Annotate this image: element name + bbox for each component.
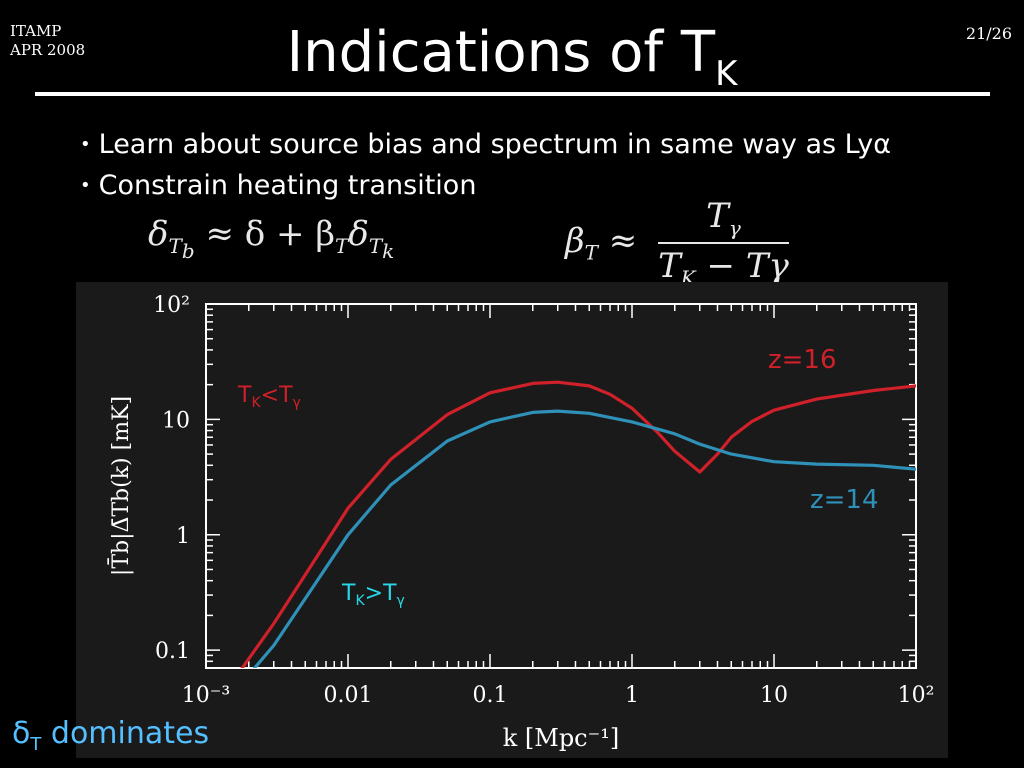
bullet-list: Learn about source bias and spectrum in … bbox=[80, 124, 891, 206]
eq2-approx: ≈ bbox=[598, 220, 638, 261]
bullet-item: Constrain heating transition bbox=[80, 165, 891, 206]
annotation-tk-greater-tgamma: TK>Tγ bbox=[341, 581, 405, 609]
annotation-z16: z=16 bbox=[768, 345, 837, 375]
x-tick-label: 10 bbox=[760, 683, 788, 708]
eq1-rhs2: δ bbox=[348, 214, 369, 254]
annotation-z14: z=14 bbox=[810, 485, 879, 515]
x-tick-label: 1 bbox=[625, 683, 639, 708]
equation-beta-t: βT ≈ Tγ TK − Tγ bbox=[565, 196, 789, 290]
y-tick-label: 10 bbox=[162, 408, 190, 433]
plot-frame bbox=[205, 303, 917, 669]
eq1-rhs: ≈ δ + β bbox=[194, 214, 335, 254]
eq2-numerator: Tγ bbox=[658, 196, 789, 244]
chart-panel: 10⁻³ 0.01 0.1 1 10 10² 0.1 1 10 10² k [Mpc⁻¹] |T̄b|… bbox=[76, 282, 948, 758]
series-group bbox=[240, 380, 916, 668]
y-axis-label: |T̄b|Δ̄Tb(k) [mK] bbox=[107, 396, 134, 576]
footer-text: dominates bbox=[41, 716, 210, 751]
venue-name: ITAMP bbox=[10, 22, 62, 40]
slide-title-subscript: K bbox=[715, 54, 738, 94]
x-tick-label: 0.1 bbox=[473, 683, 508, 708]
title-underline bbox=[35, 92, 990, 96]
eq1-rhs-sub: T bbox=[334, 233, 349, 258]
eq1-rhs2-subsub: k bbox=[382, 238, 395, 263]
eq2-denominator: TK − Tγ bbox=[658, 244, 789, 290]
page-number: 21/26 bbox=[965, 24, 1012, 43]
footer-delta-sub: T bbox=[30, 734, 42, 755]
x-tick-label: 10⁻³ bbox=[182, 683, 230, 708]
eq2-num-sub: γ bbox=[728, 215, 741, 240]
series-line-z-14 bbox=[253, 409, 916, 668]
eq2-num-t: T bbox=[706, 196, 729, 236]
eq2-beta: β bbox=[565, 220, 585, 261]
eq1-subsub: b bbox=[181, 238, 195, 263]
slide-title-main: Indications of T bbox=[286, 20, 716, 85]
eq2-fraction: Tγ TK − Tγ bbox=[658, 196, 789, 290]
eq1-sub: T bbox=[168, 233, 182, 258]
y-tick-label: 1 bbox=[176, 524, 190, 549]
power-spectrum-chart: 10⁻³ 0.01 0.1 1 10 10² 0.1 1 10 10² k [Mpc⁻¹] |T̄b|… bbox=[107, 293, 935, 752]
eq2-beta-sub: T bbox=[584, 240, 598, 265]
x-axis-label: k [Mpc⁻¹] bbox=[503, 724, 620, 752]
bullet-item: Learn about source bias and spectrum in … bbox=[80, 124, 891, 165]
venue-label: ITAMP APR 2008 bbox=[10, 22, 85, 60]
series-line-z-16 bbox=[240, 380, 916, 668]
x-tick-label: 0.01 bbox=[324, 683, 373, 708]
footer-delta: δ bbox=[12, 716, 31, 751]
venue-date: APR 2008 bbox=[10, 41, 86, 59]
footer-note: δT dominates bbox=[12, 716, 209, 755]
slide-title: Indications of TK bbox=[0, 18, 1024, 109]
eq2-den-rest: − Tγ bbox=[695, 245, 789, 286]
y-tick-label: 10² bbox=[153, 293, 190, 318]
annotation-tk-less-tgamma: TK<Tγ bbox=[237, 383, 301, 411]
y-tick-label: 0.1 bbox=[155, 639, 190, 664]
eq1-rhs2-sub: T bbox=[368, 233, 383, 258]
eq2-den-t: T bbox=[658, 245, 681, 286]
equation-delta-tb: δTb ≈ δ + βTδTk bbox=[148, 214, 394, 263]
eq1-delta: δ bbox=[148, 214, 169, 254]
x-tick-label: 10² bbox=[898, 683, 935, 708]
